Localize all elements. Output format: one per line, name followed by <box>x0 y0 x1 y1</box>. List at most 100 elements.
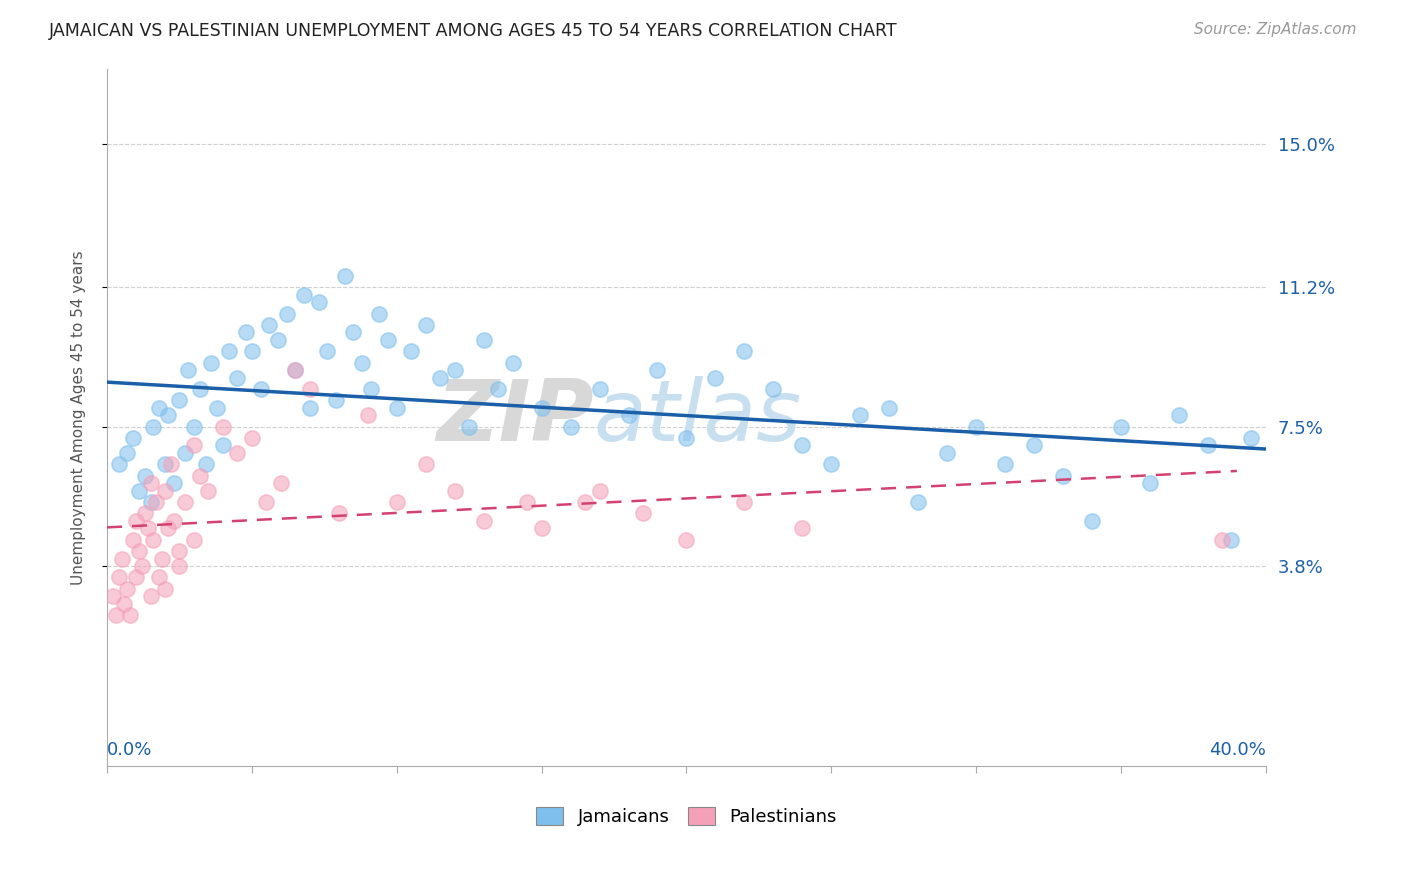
Point <box>259 318 281 332</box>
Point <box>205 401 228 415</box>
Point <box>472 514 495 528</box>
Point <box>122 533 145 547</box>
Point <box>516 495 538 509</box>
Point <box>530 521 553 535</box>
Text: atlas: atlas <box>593 376 801 458</box>
Point <box>429 370 451 384</box>
Point <box>107 570 129 584</box>
Point <box>188 382 211 396</box>
Point <box>792 438 814 452</box>
Point <box>276 306 298 320</box>
Point <box>159 458 181 472</box>
Point <box>194 458 217 472</box>
Point <box>156 409 179 423</box>
Point <box>128 483 150 498</box>
Point <box>153 458 176 472</box>
Point <box>142 419 165 434</box>
Point <box>704 370 727 384</box>
Point <box>267 333 290 347</box>
Point <box>212 438 235 452</box>
Point <box>1081 514 1104 528</box>
Point <box>156 521 179 535</box>
Point <box>588 483 610 498</box>
Point <box>134 468 156 483</box>
Point <box>1211 533 1233 547</box>
Point <box>197 483 219 498</box>
Point <box>965 419 987 434</box>
Point <box>136 521 159 535</box>
Point <box>333 268 356 283</box>
Point <box>169 559 191 574</box>
Point <box>270 476 292 491</box>
Point <box>174 495 197 509</box>
Point <box>235 326 257 340</box>
Point <box>163 476 186 491</box>
Point <box>240 344 263 359</box>
Point <box>284 363 307 377</box>
Point <box>240 431 263 445</box>
Point <box>292 287 315 301</box>
Point <box>647 363 669 377</box>
Point <box>142 533 165 547</box>
Point <box>298 401 321 415</box>
Point <box>675 431 697 445</box>
Point <box>1109 419 1132 434</box>
Point <box>1052 468 1074 483</box>
Point <box>1167 409 1189 423</box>
Point <box>177 363 200 377</box>
Point <box>560 419 582 434</box>
Point <box>284 363 307 377</box>
Point <box>169 544 191 558</box>
Point <box>733 495 755 509</box>
Point <box>574 495 596 509</box>
Point <box>994 458 1017 472</box>
Point <box>308 295 330 310</box>
Point <box>131 559 153 574</box>
Point <box>350 355 373 369</box>
Point <box>1197 438 1219 452</box>
Text: JAMAICAN VS PALESTINIAN UNEMPLOYMENT AMONG AGES 45 TO 54 YEARS CORRELATION CHART: JAMAICAN VS PALESTINIAN UNEMPLOYMENT AMO… <box>49 22 898 40</box>
Point <box>458 419 481 434</box>
Point <box>617 409 640 423</box>
Point <box>122 431 145 445</box>
Point <box>472 333 495 347</box>
Legend: Jamaicans, Palestinians: Jamaicans, Palestinians <box>529 800 844 833</box>
Point <box>357 409 380 423</box>
Point <box>486 382 509 396</box>
Point <box>936 446 959 460</box>
Text: ZIP: ZIP <box>436 376 593 458</box>
Point <box>360 382 382 396</box>
Point <box>415 318 437 332</box>
Point <box>675 533 697 547</box>
Text: 0.0%: 0.0% <box>107 740 152 758</box>
Y-axis label: Unemployment Among Ages 45 to 54 years: Unemployment Among Ages 45 to 54 years <box>72 250 86 584</box>
Point <box>328 506 350 520</box>
Point <box>377 333 399 347</box>
Point <box>316 344 339 359</box>
Point <box>139 476 162 491</box>
Point <box>110 551 132 566</box>
Point <box>125 514 148 528</box>
Point <box>399 344 422 359</box>
Point <box>218 344 240 359</box>
Point <box>153 483 176 498</box>
Point <box>443 483 465 498</box>
Point <box>169 393 191 408</box>
Point <box>325 393 347 408</box>
Point <box>139 495 162 509</box>
Point <box>1139 476 1161 491</box>
Point <box>907 495 929 509</box>
Point <box>114 597 136 611</box>
Point <box>385 495 408 509</box>
Point <box>631 506 654 520</box>
Point <box>117 446 139 460</box>
Point <box>368 306 391 320</box>
Point <box>212 419 235 434</box>
Point <box>134 506 156 520</box>
Point <box>148 401 170 415</box>
Point <box>530 401 553 415</box>
Point <box>249 382 271 396</box>
Point <box>174 446 197 460</box>
Text: 40.0%: 40.0% <box>1209 740 1265 758</box>
Point <box>820 458 842 472</box>
